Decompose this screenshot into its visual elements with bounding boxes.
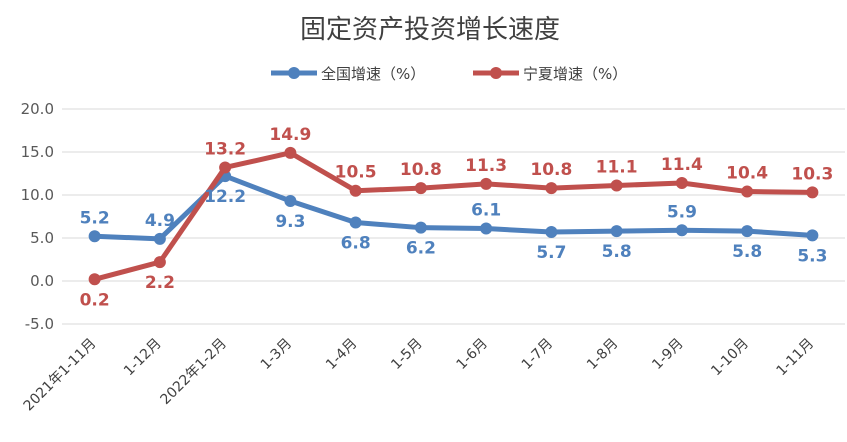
x-tick-label: 2022年1-2月 bbox=[157, 336, 229, 408]
y-tick-label: 0.0 bbox=[30, 272, 54, 290]
data-point bbox=[741, 225, 754, 238]
data-label: 5.3 bbox=[797, 246, 827, 266]
legend-marker-national bbox=[288, 67, 300, 79]
y-tick-label: 5.0 bbox=[30, 229, 54, 247]
data-label: 4.9 bbox=[145, 211, 175, 231]
data-point bbox=[545, 182, 558, 195]
data-label: 10.4 bbox=[726, 164, 768, 184]
data-label: 11.1 bbox=[596, 158, 638, 178]
data-point bbox=[741, 185, 754, 198]
x-tick-label: 1-11月 bbox=[774, 336, 818, 380]
data-point bbox=[806, 186, 819, 199]
legend-marker-ningxia bbox=[490, 67, 502, 79]
x-tick-label: 1-7月 bbox=[519, 336, 556, 373]
data-label: 5.8 bbox=[602, 242, 632, 262]
legend: 全国增速（%） 宁夏增速（%） bbox=[271, 65, 627, 83]
series-line-1 bbox=[93, 150, 813, 282]
x-tick-label: 1-5月 bbox=[388, 336, 425, 373]
data-point bbox=[610, 179, 623, 192]
data-label: 11.4 bbox=[661, 155, 703, 175]
data-label: 12.2 bbox=[204, 187, 246, 207]
legend-item-ningxia: 宁夏增速（%） bbox=[473, 65, 627, 83]
data-label: 10.5 bbox=[335, 163, 377, 183]
legend-label-ningxia: 宁夏增速（%） bbox=[523, 65, 627, 83]
data-label: 5.7 bbox=[536, 243, 566, 263]
data-label: 11.3 bbox=[465, 156, 507, 176]
legend-label-national: 全国增速（%） bbox=[321, 65, 425, 83]
data-label: 2.2 bbox=[145, 273, 175, 293]
data-point bbox=[153, 256, 166, 269]
y-tick-label: 10.0 bbox=[21, 186, 54, 204]
data-point bbox=[349, 216, 362, 229]
y-tick-label: -5.0 bbox=[25, 315, 54, 333]
data-label: 10.3 bbox=[791, 164, 833, 184]
data-label: 5.2 bbox=[80, 208, 110, 228]
data-label: 5.9 bbox=[667, 202, 697, 222]
data-point bbox=[88, 230, 101, 243]
data-point bbox=[153, 232, 166, 245]
x-tick-label: 1-10月 bbox=[708, 336, 752, 380]
data-label: 6.1 bbox=[471, 201, 501, 221]
x-tick-label: 1-3月 bbox=[258, 336, 295, 373]
data-point bbox=[349, 184, 362, 197]
data-label: 10.8 bbox=[530, 160, 572, 180]
data-label: 13.2 bbox=[204, 139, 246, 159]
data-label: 14.9 bbox=[269, 125, 311, 145]
data-point bbox=[545, 225, 558, 238]
gridlines bbox=[62, 108, 845, 325]
y-tick-label: 15.0 bbox=[21, 143, 54, 161]
x-tick-label: 1-4月 bbox=[323, 336, 360, 373]
data-label: 9.3 bbox=[275, 212, 305, 232]
data-point bbox=[219, 161, 232, 174]
legend-item-national: 全国增速（%） bbox=[271, 65, 425, 83]
data-point bbox=[480, 222, 493, 235]
data-point bbox=[480, 177, 493, 190]
data-point bbox=[610, 225, 623, 238]
data-label: 0.2 bbox=[80, 290, 110, 310]
data-label: 10.8 bbox=[400, 160, 442, 180]
chart-title: 固定资产投资增长速度 bbox=[300, 15, 560, 45]
data-point bbox=[414, 182, 427, 195]
series-layer bbox=[88, 146, 819, 286]
data-point bbox=[284, 146, 297, 159]
data-label: 5.8 bbox=[732, 242, 762, 262]
data-point bbox=[414, 221, 427, 234]
x-tick-label: 1-12月 bbox=[121, 336, 165, 380]
data-point bbox=[88, 273, 101, 286]
x-tick-label: 1-8月 bbox=[584, 336, 621, 373]
y-tick-label: 20.0 bbox=[21, 100, 54, 118]
data-label: 6.2 bbox=[406, 239, 436, 259]
data-point bbox=[675, 176, 688, 189]
data-label: 6.8 bbox=[341, 234, 371, 254]
x-tick-label: 2021年1-11月 bbox=[21, 336, 100, 415]
y-axis: 20.0 15.0 10.0 5.0 0.0 -5.0 bbox=[21, 100, 54, 333]
x-tick-label: 1-9月 bbox=[649, 336, 686, 373]
data-labels-layer: 5.2 4.9 12.2 9.3 6.8 6.2 6.1 5.7 5.8 5.9 5.8 5.3 0.2… bbox=[80, 125, 834, 310]
data-point bbox=[284, 195, 297, 208]
data-point bbox=[806, 229, 819, 242]
x-tick-label: 1-6月 bbox=[454, 336, 491, 373]
data-point bbox=[675, 224, 688, 237]
